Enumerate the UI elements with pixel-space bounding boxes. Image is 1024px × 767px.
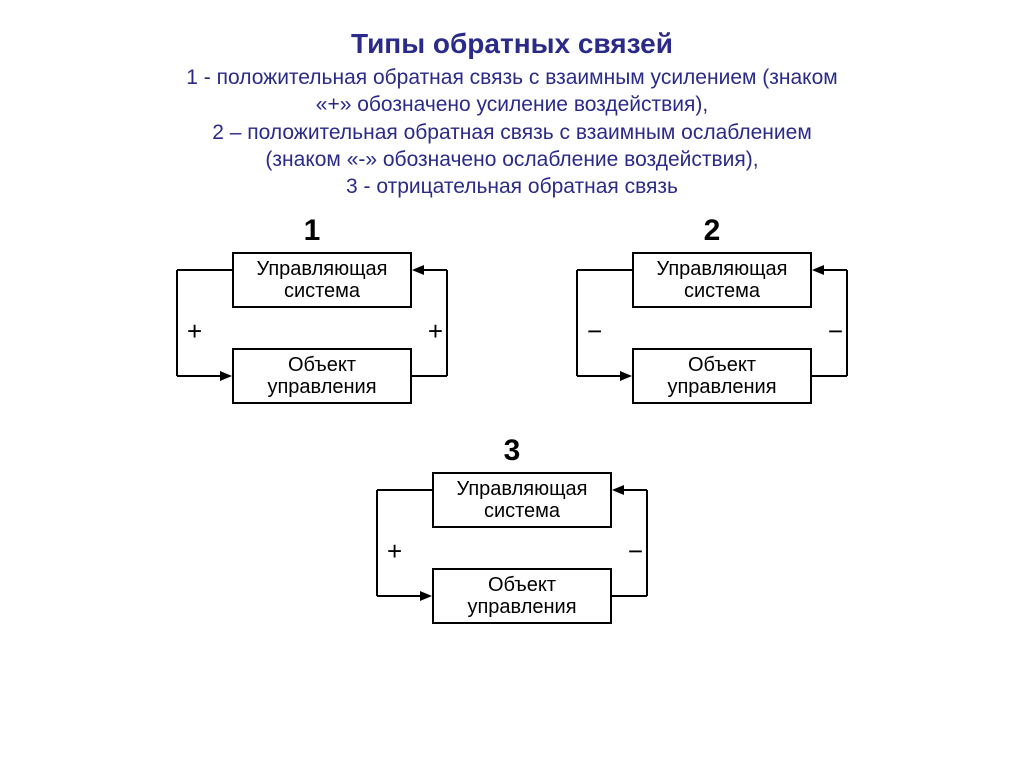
diagram-3: 3 Управляющая система Объект управления … xyxy=(337,440,687,650)
subtitle-line-3: 2 – положительная обратная связь с взаим… xyxy=(212,121,812,144)
diagrams-row-top: 1 Управляющая система Объект управления … xyxy=(0,220,1024,430)
diagram-1-top-box: Управляющая система xyxy=(232,252,412,308)
subtitle-line-4: (знаком «-» обозначено ослабление воздей… xyxy=(265,148,758,171)
diagrams-row-bottom: 3 Управляющая система Объект управления … xyxy=(0,440,1024,650)
diagram-2-bottom-box: Объект управления xyxy=(632,348,812,404)
diagram-1-left-sign: + xyxy=(187,316,202,347)
diagram-2-right-sign: − xyxy=(828,316,843,347)
subtitle-line-2: «+» обозначено усиление воздействия), xyxy=(316,93,708,116)
diagram-2: 2 Управляющая система Объект управления … xyxy=(537,220,887,430)
subtitle-line-5: 3 - отрицательная обратная связь xyxy=(346,175,678,198)
diagram-1-bottom-box: Объект управления xyxy=(232,348,412,404)
diagram-2-top-box: Управляющая система xyxy=(632,252,812,308)
subtitle: 1 - положительная обратная связь с взаим… xyxy=(60,64,964,200)
diagram-2-left-sign: − xyxy=(587,316,602,347)
diagram-3-right-sign: − xyxy=(628,536,643,567)
diagram-3-left-sign: + xyxy=(387,536,402,567)
subtitle-line-1: 1 - положительная обратная связь с взаим… xyxy=(186,66,837,89)
diagram-3-top-box: Управляющая система xyxy=(432,472,612,528)
diagram-3-bottom-box: Объект управления xyxy=(432,568,612,624)
main-title: Типы обратных связей xyxy=(60,28,964,60)
title-area: Типы обратных связей 1 - положительная о… xyxy=(0,0,1024,200)
diagram-1-right-sign: + xyxy=(428,316,443,347)
diagram-1: 1 Управляющая система Объект управления … xyxy=(137,220,487,430)
